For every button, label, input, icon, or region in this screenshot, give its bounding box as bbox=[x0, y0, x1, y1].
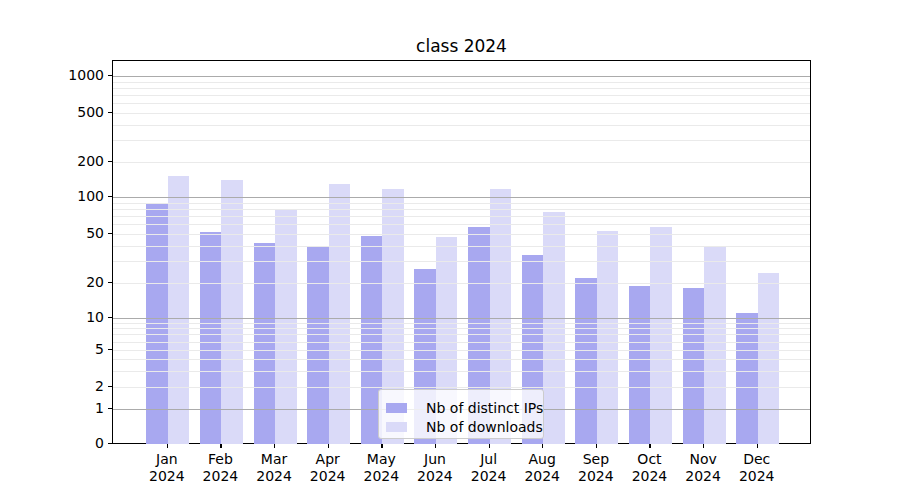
bar-ips-apr bbox=[307, 246, 329, 444]
y-tick-label: 1 bbox=[42, 400, 104, 416]
minor-gridline bbox=[113, 328, 810, 329]
legend-item-downloads: Nb of downloads bbox=[386, 417, 543, 436]
y-tick-mark bbox=[108, 196, 112, 197]
minor-gridline bbox=[113, 323, 810, 324]
minor-gridline bbox=[113, 95, 810, 96]
minor-gridline bbox=[113, 342, 810, 343]
y-tick-mark bbox=[108, 233, 112, 234]
x-tick-mark bbox=[649, 444, 650, 448]
minor-gridline bbox=[113, 246, 810, 247]
minor-gridline bbox=[113, 203, 810, 204]
x-tick-mark bbox=[542, 444, 543, 448]
bar-ips-dec bbox=[736, 313, 758, 444]
figure: class 2024 Nb of distinct IPs Nb of down… bbox=[0, 0, 900, 500]
legend: Nb of distinct IPs Nb of downloads bbox=[378, 389, 544, 439]
bar-ips-oct bbox=[629, 286, 651, 444]
minor-gridline bbox=[113, 216, 810, 217]
minor-gridline bbox=[113, 234, 810, 235]
y-tick-mark bbox=[108, 386, 112, 387]
y-tick-mark bbox=[108, 408, 112, 409]
x-tick-mark bbox=[274, 444, 275, 448]
x-tick-label: Dec 2024 bbox=[725, 451, 789, 485]
major-gridline bbox=[113, 318, 810, 319]
bar-downloads-oct bbox=[650, 227, 672, 444]
minor-gridline bbox=[113, 113, 810, 114]
minor-gridline bbox=[113, 283, 810, 284]
x-tick-mark bbox=[703, 444, 704, 448]
bar-downloads-apr bbox=[329, 184, 351, 444]
legend-label-downloads: Nb of downloads bbox=[426, 419, 543, 435]
x-tick-mark bbox=[489, 444, 490, 448]
bar-downloads-sep bbox=[597, 231, 619, 444]
bar-downloads-nov bbox=[704, 246, 726, 444]
minor-gridline bbox=[113, 162, 810, 163]
y-tick-label: 500 bbox=[42, 104, 104, 120]
y-tick-label: 5 bbox=[42, 341, 104, 357]
y-tick-label: 10 bbox=[42, 309, 104, 325]
x-tick-mark bbox=[167, 444, 168, 448]
y-tick-mark bbox=[108, 75, 112, 76]
minor-gridline bbox=[113, 82, 810, 83]
minor-gridline bbox=[113, 350, 810, 351]
minor-gridline bbox=[113, 371, 810, 372]
bar-ips-feb bbox=[200, 232, 222, 444]
major-gridline bbox=[113, 197, 810, 198]
legend-label-distinct-ips: Nb of distinct IPs bbox=[426, 400, 543, 416]
y-tick-mark bbox=[108, 282, 112, 283]
minor-gridline bbox=[113, 125, 810, 126]
minor-gridline bbox=[113, 387, 810, 388]
bar-downloads-feb bbox=[221, 180, 243, 444]
plot-area: Nb of distinct IPs Nb of downloads bbox=[112, 60, 811, 444]
x-tick-mark bbox=[596, 444, 597, 448]
y-tick-mark bbox=[108, 443, 112, 444]
chart-title: class 2024 bbox=[112, 36, 811, 56]
legend-swatch-downloads bbox=[386, 422, 407, 432]
legend-swatch-distinct-ips bbox=[386, 403, 407, 413]
bar-ips-mar bbox=[254, 243, 276, 444]
x-tick-mark bbox=[757, 444, 758, 448]
x-tick-mark bbox=[328, 444, 329, 448]
y-tick-label: 1000 bbox=[42, 67, 104, 83]
y-tick-mark bbox=[108, 112, 112, 113]
y-tick-label: 0 bbox=[42, 435, 104, 451]
y-tick-mark bbox=[108, 161, 112, 162]
y-tick-label: 100 bbox=[42, 188, 104, 204]
minor-gridline bbox=[113, 224, 810, 225]
y-tick-label: 20 bbox=[42, 274, 104, 290]
minor-gridline bbox=[113, 140, 810, 141]
y-tick-label: 50 bbox=[42, 225, 104, 241]
y-tick-mark bbox=[108, 317, 112, 318]
minor-gridline bbox=[113, 261, 810, 262]
minor-gridline bbox=[113, 359, 810, 360]
x-tick-mark bbox=[435, 444, 436, 448]
legend-item-distinct-ips: Nb of distinct IPs bbox=[386, 398, 543, 417]
x-tick-mark bbox=[381, 444, 382, 448]
y-tick-label: 200 bbox=[42, 153, 104, 169]
y-tick-label: 2 bbox=[42, 378, 104, 394]
minor-gridline bbox=[113, 103, 810, 104]
minor-gridline bbox=[113, 334, 810, 335]
major-gridline bbox=[113, 76, 810, 77]
bar-ips-sep bbox=[575, 278, 597, 444]
y-tick-mark bbox=[108, 349, 112, 350]
minor-gridline bbox=[113, 209, 810, 210]
minor-gridline bbox=[113, 88, 810, 89]
x-tick-mark bbox=[220, 444, 221, 448]
bar-ips-nov bbox=[683, 288, 705, 444]
